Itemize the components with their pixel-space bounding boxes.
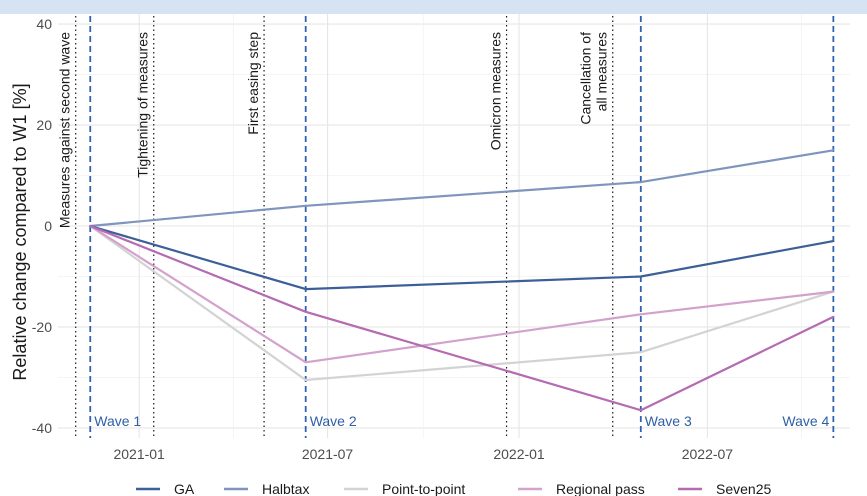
series-lines <box>89 149 835 412</box>
event-label: Omicron measures <box>488 32 504 150</box>
event-markers: Measures against second wave Tightening o… <box>57 16 614 438</box>
x-tick-labels: 2021-01 2021-07 2022-01 2022-07 <box>113 446 733 462</box>
wave-label: Wave 2 <box>310 413 357 429</box>
event-label: Cancellation ofall measures <box>578 32 610 125</box>
y-axis-label: Relative change compared to W1 [%] <box>10 83 30 380</box>
event-label: Measures against second wave <box>57 32 73 228</box>
legend-label: Regional pass <box>556 481 645 496</box>
legend-label: Halbtax <box>262 481 309 496</box>
series-line-regional-pass <box>89 224 835 364</box>
y-tick-label: 40 <box>36 16 52 32</box>
y-tick-label: -20 <box>32 319 52 335</box>
legend-label: Seven25 <box>716 481 771 496</box>
series-line-ga <box>89 224 835 291</box>
x-tick-label: 2021-01 <box>113 446 165 462</box>
top-banner <box>0 0 867 14</box>
y-tick-label: -40 <box>32 420 52 436</box>
series-line-halbtax <box>89 149 835 228</box>
wave-label: Wave 4 <box>782 413 829 429</box>
event-label: Tightening of measures <box>135 32 151 178</box>
x-tick-label: 2021-07 <box>302 446 354 462</box>
wave-label: Wave 3 <box>645 413 692 429</box>
y-tick-label: 20 <box>36 117 52 133</box>
series-line-point-to-point <box>89 224 835 382</box>
legend-label: Point-to-point <box>382 481 465 496</box>
grid <box>58 14 850 438</box>
y-tick-labels: -40 -20 0 20 40 <box>32 16 52 436</box>
x-tick-label: 2022-07 <box>682 446 734 462</box>
y-tick-label: 0 <box>44 218 52 234</box>
x-tick-label: 2022-01 <box>493 446 545 462</box>
wave-markers: Wave 1 Wave 2 Wave 3 Wave 4 <box>89 16 835 438</box>
event-label: First easing step <box>245 32 261 135</box>
wave-label: Wave 1 <box>94 413 141 429</box>
series-line-seven25 <box>89 224 835 412</box>
legend-label: GA <box>174 481 195 496</box>
legend: GA Halbtax Point-to-point Regional pass Seve… <box>136 481 771 496</box>
